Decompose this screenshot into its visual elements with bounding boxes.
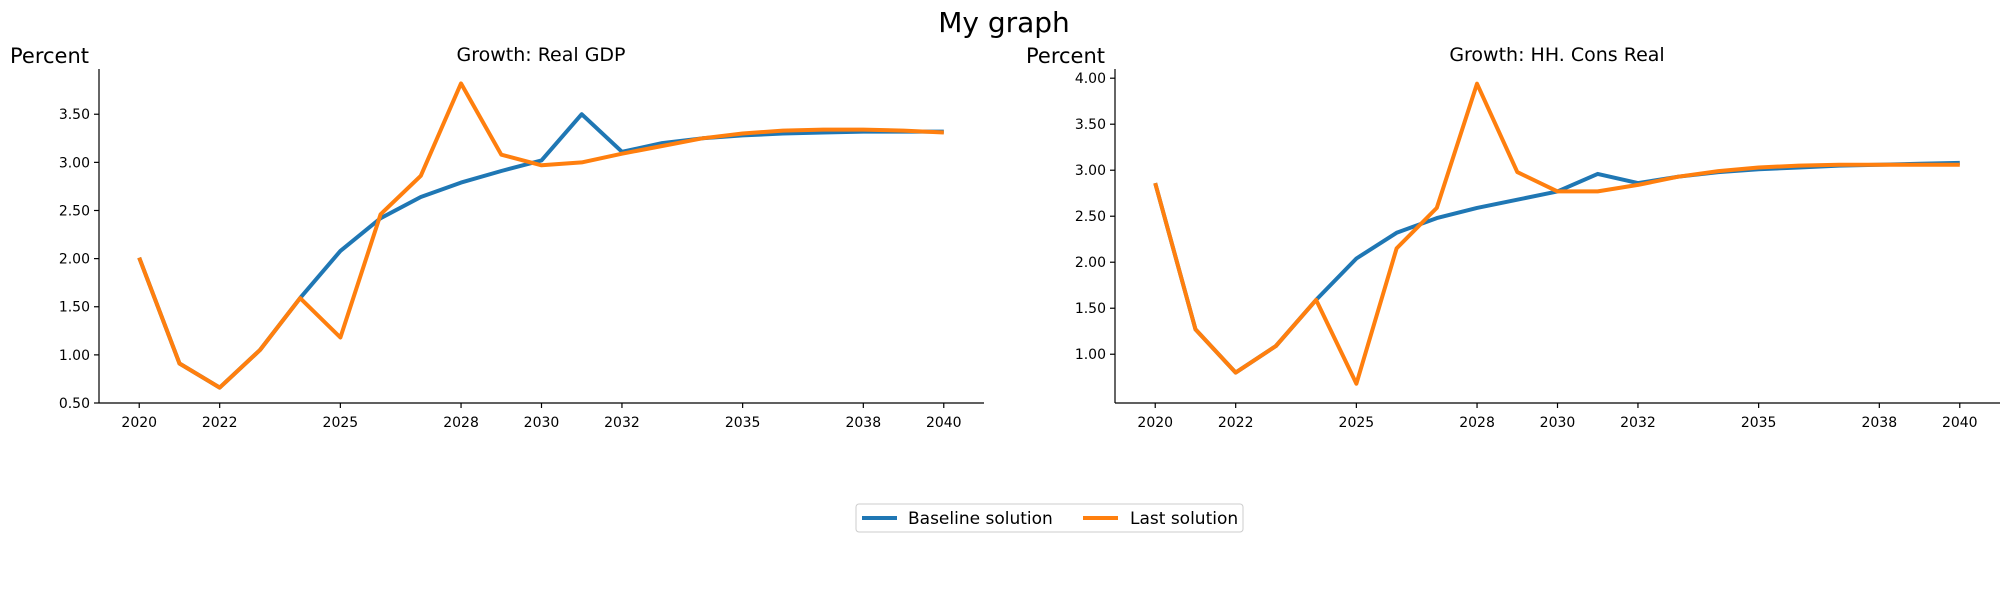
x-tick-label: 2035 xyxy=(725,415,761,431)
x-tick-label: 2022 xyxy=(202,415,238,431)
x-tick-label: 2030 xyxy=(524,415,560,431)
x-tick-label: 2038 xyxy=(1861,415,1897,431)
x-tick-label: 2025 xyxy=(1339,415,1375,431)
series-lines xyxy=(1153,81,1960,386)
series-lines xyxy=(137,81,944,390)
y-tick-label: 2.50 xyxy=(1075,209,1106,225)
y-tick-label: 1.50 xyxy=(1075,301,1106,317)
y-tick-label: 3.00 xyxy=(1075,163,1106,179)
y-axis-label: Percent xyxy=(10,44,89,68)
y-tick-label: 3.50 xyxy=(1075,117,1106,133)
y-tick-label: 4.00 xyxy=(1075,71,1106,87)
x-tick-label: 2020 xyxy=(121,415,157,431)
x-tick-label: 2028 xyxy=(1459,415,1495,431)
panel-hh-cons-real: Percent Growth: HH. Cons Real 1.00 1.50 2.… xyxy=(1026,44,2000,431)
legend-frame xyxy=(855,503,1244,533)
series-line-baseline xyxy=(137,112,944,390)
legend: Baseline solution Last solution xyxy=(855,503,1244,533)
y-tick-label: 2.00 xyxy=(1075,255,1106,271)
y-tick-label: 1.00 xyxy=(59,348,90,364)
series-line-baseline xyxy=(1153,160,1960,375)
y-tick-label: 3.00 xyxy=(59,155,90,171)
x-tick-label: 2038 xyxy=(845,415,881,431)
x-tick-label: 2032 xyxy=(604,415,640,431)
y-axis-label: Percent xyxy=(1026,44,1105,68)
x-tick-label: 2020 xyxy=(1137,415,1173,431)
y-tick-label: 1.50 xyxy=(59,300,90,316)
axes: 1.00 1.50 2.00 2.50 3.00 3.50 4.00 2020 2022 2025… xyxy=(1075,69,2000,431)
legend-label-baseline: Baseline solution xyxy=(908,509,1053,529)
y-tick-label: 1.00 xyxy=(1075,347,1106,363)
x-tick-label: 2030 xyxy=(1540,415,1576,431)
x-tick-label: 2028 xyxy=(443,415,479,431)
x-tick-label: 2040 xyxy=(1942,415,1978,431)
y-tick-label: 3.50 xyxy=(59,107,90,123)
x-tick-label: 2025 xyxy=(323,415,359,431)
x-tick-label: 2032 xyxy=(1620,415,1656,431)
panel-title: Growth: Real GDP xyxy=(456,44,625,66)
y-tick-label: 0.50 xyxy=(59,396,90,412)
panel-real-gdp: Percent Growth: Real GDP 0.50 1.00 1.50 2.0… xyxy=(10,44,984,431)
series-line-last xyxy=(1153,81,1960,386)
x-tick-label: 2040 xyxy=(926,415,962,431)
y-tick-label: 2.00 xyxy=(59,252,90,268)
axes: 0.50 1.00 1.50 2.00 2.50 3.00 3.50 2020 2022 2025… xyxy=(59,69,984,431)
x-tick-label: 2022 xyxy=(1218,415,1254,431)
y-tick-label: 2.50 xyxy=(59,203,90,219)
legend-label-last: Last solution xyxy=(1130,509,1238,529)
panel-title: Growth: HH. Cons Real xyxy=(1449,44,1664,66)
figure-title: My graph xyxy=(938,6,1070,39)
x-tick-label: 2035 xyxy=(1741,415,1777,431)
series-line-last xyxy=(137,81,944,390)
